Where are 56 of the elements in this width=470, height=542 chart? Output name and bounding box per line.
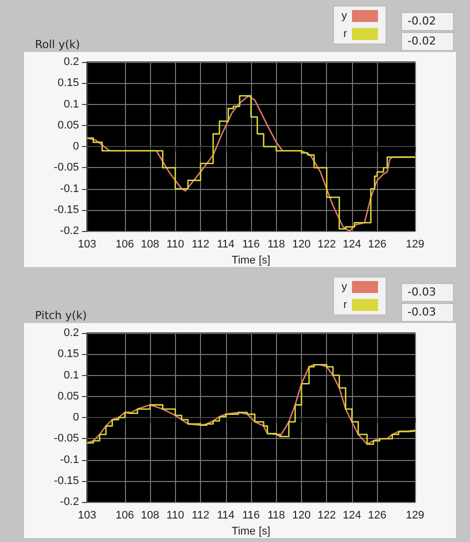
x-axis-title: Time [s] — [232, 254, 270, 266]
x-tick-label: 126 — [368, 238, 386, 251]
text: -0.02 — [408, 14, 436, 28]
y-tick-label: 0 — [72, 140, 79, 153]
legend-label: r — [343, 28, 348, 40]
x-tick-label: 118 — [267, 238, 286, 251]
text: -0.02 — [408, 34, 436, 48]
y-tick-label: 0.15 — [58, 77, 79, 90]
x-tick-label: 122 — [318, 510, 336, 522]
x-tick-label: 103 — [78, 238, 96, 251]
y-tick-label: 0.2 — [64, 56, 79, 68]
x-axis-title: Time [s] — [232, 526, 270, 538]
x-tick-label: 110 — [166, 510, 184, 522]
y-tick-label: -0.05 — [54, 432, 79, 445]
x-tick-label: 120 — [292, 510, 311, 522]
x-tick-label: 116 — [242, 510, 260, 522]
y-tick-label: 0.15 — [58, 348, 79, 360]
x-tick-label: 120 — [292, 238, 311, 251]
y-tick-label: 0.05 — [58, 119, 79, 132]
x-tick-label: 118 — [267, 510, 286, 522]
x-tick-label: 110 — [166, 238, 184, 251]
x-tick-label: 106 — [116, 510, 134, 522]
x-tick-label: 124 — [342, 510, 362, 522]
y-tick-label: -0.15 — [54, 204, 79, 216]
x-tick-label: 116 — [242, 238, 260, 251]
y-tick-label: 0.1 — [64, 369, 79, 382]
x-tick-label: 114 — [216, 510, 235, 522]
y-tick-label: -0.2 — [60, 225, 79, 238]
x-tick-label: 108 — [140, 238, 160, 251]
x-tick-label: 108 — [140, 510, 160, 522]
x-tick-label: 126 — [368, 510, 386, 522]
legend-label: y — [342, 281, 348, 293]
chart-title: Roll y(k) — [35, 38, 80, 51]
x-tick-label: 112 — [192, 510, 210, 522]
legend-label: r — [343, 299, 348, 311]
text: -0.03 — [408, 306, 436, 318]
y-tick-label: -0.15 — [54, 474, 79, 487]
y-tick-label: 0 — [72, 412, 79, 424]
y-tick-label: -0.05 — [54, 162, 79, 174]
x-tick-label: 122 — [318, 238, 336, 251]
x-tick-label: 129 — [406, 238, 424, 251]
x-tick-label: 129 — [406, 510, 424, 522]
text: -0.03 — [408, 286, 436, 298]
y-tick-label: 0.05 — [58, 390, 79, 402]
x-tick-label: 103 — [78, 510, 96, 522]
y-tick-label: -0.2 — [60, 496, 79, 508]
x-tick-label: 112 — [192, 238, 210, 251]
y-tick-label: -0.1 — [60, 454, 79, 466]
y-tick-label: 0.2 — [64, 327, 79, 339]
y-tick-label: -0.1 — [60, 182, 79, 195]
x-tick-label: 114 — [216, 238, 235, 251]
chart-title: Pitch y(k) — [35, 309, 87, 322]
legend-label: y — [342, 10, 348, 22]
x-tick-label: 124 — [342, 238, 362, 251]
x-tick-label: 106 — [116, 238, 134, 251]
y-tick-label: 0.1 — [64, 98, 79, 110]
